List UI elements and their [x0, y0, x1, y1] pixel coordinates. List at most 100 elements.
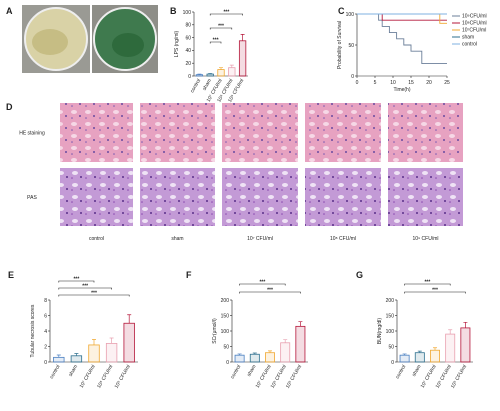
significance-bracket — [239, 291, 301, 294]
legend-label: 10⁸CFU/ml — [462, 21, 487, 27]
error-bar — [283, 339, 288, 343]
x-tick-label: sham — [246, 364, 257, 378]
error-bar — [240, 34, 245, 41]
error-bar — [219, 67, 223, 70]
panel-label: G — [356, 270, 363, 280]
error-bar — [56, 354, 61, 358]
bar — [228, 67, 236, 77]
error-bar — [237, 353, 242, 356]
x-tick-label: sham — [68, 364, 79, 378]
bar — [234, 354, 245, 363]
y-axis-title: BUN(mg/dl) — [377, 318, 383, 344]
x-tick-label: 0 — [356, 80, 359, 86]
bar — [195, 74, 204, 77]
y-tick-label: 100 — [221, 329, 230, 335]
bar — [414, 352, 425, 363]
bar — [88, 344, 100, 363]
error-bar — [74, 353, 79, 356]
panel-label: B — [170, 6, 177, 16]
bar — [265, 352, 275, 363]
y-tick-label: 50 — [388, 344, 394, 350]
significance-bracket — [209, 27, 233, 30]
column-label: 10⁸ CFU/ml — [330, 236, 356, 242]
panel-label: A — [6, 6, 13, 16]
column-label: 10⁷ CFU/ml — [247, 236, 273, 242]
error-bar — [252, 352, 257, 355]
significance-bracket — [58, 280, 95, 283]
significance-label: *** — [424, 280, 430, 286]
error-bar — [208, 73, 213, 75]
x-tick-label: control — [230, 364, 243, 380]
error-bar — [109, 337, 114, 344]
micrograph — [388, 168, 463, 226]
error-bar — [229, 64, 234, 68]
error-bar — [127, 314, 132, 324]
y-tick-label: 80 — [185, 23, 191, 29]
significance-label: *** — [432, 288, 438, 294]
significance-bracket — [239, 283, 286, 286]
significance-label: *** — [259, 280, 265, 286]
bar — [430, 349, 440, 363]
legend-label: 10⁹CFU/ml — [462, 14, 487, 20]
row-label: HE staining — [19, 131, 45, 137]
x-tick-label: 10⁹ CFU/ml — [285, 364, 303, 390]
bar — [70, 355, 83, 363]
micrograph — [222, 168, 298, 226]
micrograph — [222, 103, 298, 162]
bar — [399, 354, 410, 363]
error-bar — [298, 321, 303, 327]
error-bar — [433, 347, 437, 351]
error-bar — [402, 353, 407, 356]
y-tick-label: 0 — [44, 360, 47, 366]
significance-bracket — [58, 287, 112, 290]
bar — [123, 322, 135, 363]
significance-bracket — [58, 294, 130, 297]
panel-label: C — [338, 6, 345, 16]
significance-label: *** — [213, 38, 219, 44]
y-axis-title: Tubular necrosis scores — [30, 304, 36, 357]
x-tick-label: 10⁹ CFU/ml — [450, 364, 468, 390]
significance-label: *** — [91, 291, 97, 297]
micrograph — [60, 168, 133, 226]
x-tick-label: 10⁸ CFU/ml — [96, 364, 114, 390]
survival-line — [357, 13, 447, 24]
y-tick-label: 0 — [188, 74, 191, 80]
y-tick-label: 50 — [348, 43, 354, 49]
column-label: control — [89, 236, 104, 242]
error-bar — [92, 339, 96, 345]
significance-bracket — [209, 41, 222, 44]
error-bar — [417, 350, 422, 353]
bar — [53, 356, 65, 363]
x-tick-label: control — [189, 78, 202, 94]
legend-label: sham — [462, 35, 474, 41]
error-bar — [197, 73, 202, 75]
micrograph — [305, 168, 381, 226]
significance-label: *** — [73, 277, 79, 283]
y-tick-label: 0 — [391, 360, 394, 366]
x-tick-label: 10 — [390, 80, 396, 86]
y-axis-title: SCr(μmol/l) — [212, 318, 218, 344]
significance-label: *** — [223, 10, 229, 16]
y-tick-label: 200 — [221, 298, 230, 304]
y-tick-label: 40 — [185, 48, 191, 54]
x-tick-label: 10⁹ CFU/ml — [114, 364, 132, 390]
bar — [217, 69, 225, 77]
bar — [460, 327, 471, 363]
colony — [112, 33, 144, 57]
significance-bracket — [404, 283, 451, 286]
x-tick-label: sham — [411, 364, 422, 378]
y-tick-label: 60 — [185, 35, 191, 41]
survival-line — [357, 13, 447, 21]
x-tick-label: sham — [202, 78, 213, 92]
significance-label: *** — [267, 288, 273, 294]
bar — [249, 353, 260, 363]
y-tick-label: 100 — [386, 329, 395, 335]
bar — [105, 342, 118, 363]
y-axis-title: Probability of Survival — [337, 21, 343, 69]
x-tick-label: 5 — [374, 80, 377, 86]
bar — [238, 40, 247, 77]
y-tick-label: 2 — [44, 344, 47, 350]
y-tick-label: 100 — [346, 12, 355, 18]
x-tick-label: 10⁷ CFU/ml — [79, 364, 97, 389]
